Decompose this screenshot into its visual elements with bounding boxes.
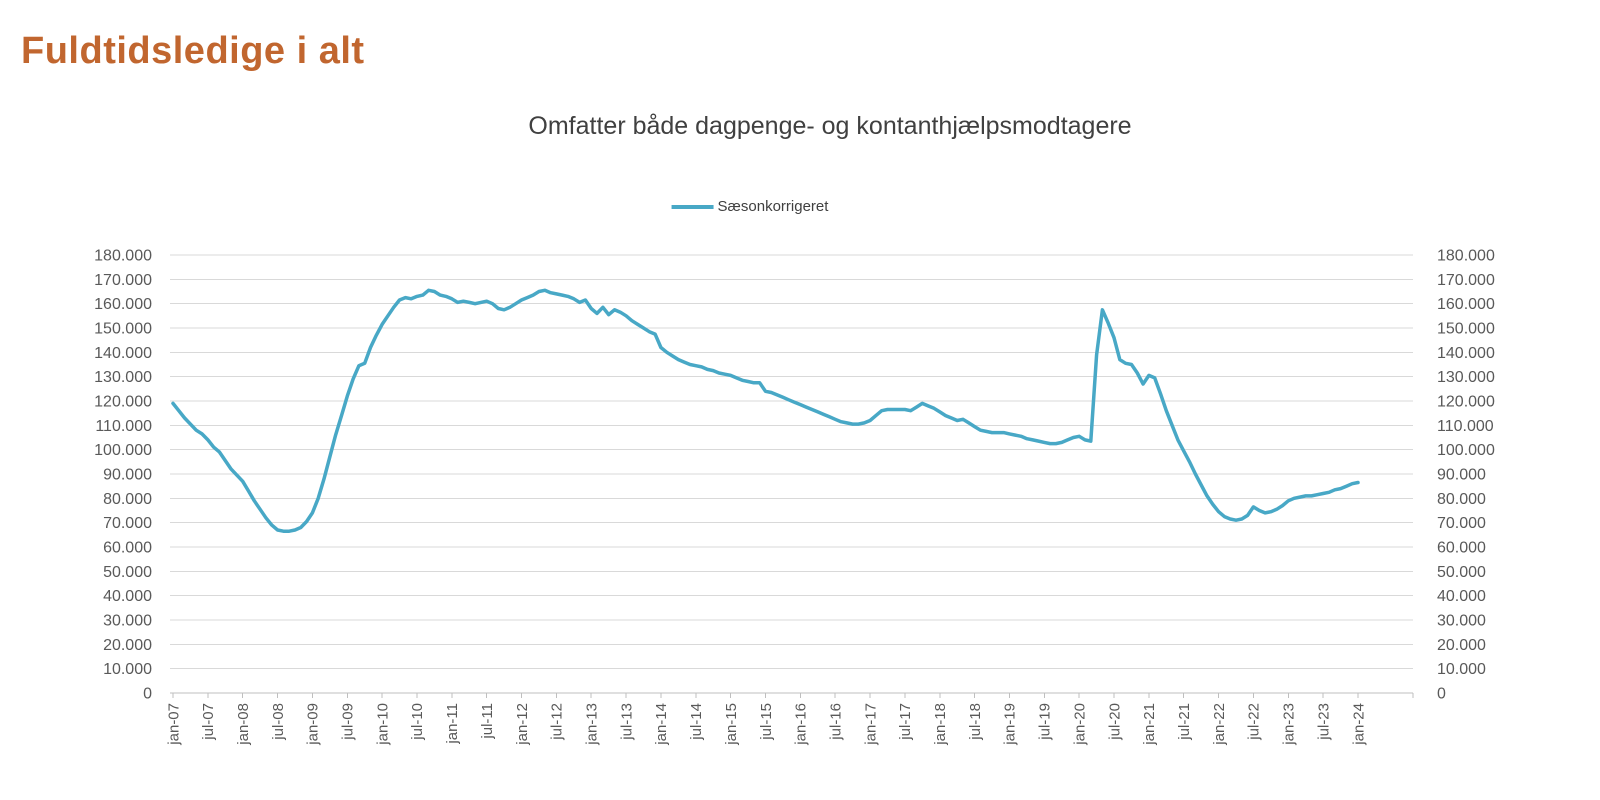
y-axis-label-right: 150.000 [1437, 321, 1495, 338]
y-axis-label-left: 150.000 [94, 321, 152, 338]
legend-line-marker [671, 204, 714, 209]
series-line-saesonkorrigeret [171, 288, 1360, 533]
y-axis-label-right: 20.000 [1437, 637, 1486, 654]
y-axis-label-right: 0 [1437, 686, 1446, 703]
x-axis-label: jan-11 [444, 703, 461, 745]
y-axis-label-left: 120.000 [94, 394, 152, 411]
y-axis-label-left: 0 [143, 686, 152, 703]
y-axis-label-right: 130.000 [1437, 369, 1495, 386]
x-axis-label: jul-21 [1176, 703, 1193, 741]
y-axis-label-left: 130.000 [94, 369, 152, 386]
x-axis-label: jul-15 [758, 703, 775, 741]
x-axis-label: jan-16 [793, 703, 810, 746]
x-axis-label: jul-13 [618, 703, 635, 741]
x-axis-label: jul-20 [1106, 703, 1123, 741]
x-axis-label: jul-10 [409, 703, 426, 741]
y-axis-label-left: 110.000 [95, 418, 152, 435]
y-axis-label-right: 30.000 [1437, 613, 1486, 630]
y-axis-label-left: 60.000 [103, 540, 152, 557]
y-axis-label-right: 100.000 [1437, 442, 1495, 459]
y-axis-label-right: 120.000 [1437, 394, 1495, 411]
y-axis-label-left: 20.000 [103, 637, 152, 654]
y-axis-label-left: 170.000 [94, 272, 152, 289]
x-axis-label: jul-12 [549, 703, 566, 741]
x-axis-label: jan-08 [235, 703, 252, 746]
x-axis-label: jan-18 [932, 703, 949, 746]
y-axis-label-left: 10.000 [103, 661, 152, 678]
y-axis-label-left: 100.000 [94, 442, 152, 459]
x-axis-label: jan-12 [514, 703, 531, 746]
x-axis-label: jan-10 [374, 703, 391, 746]
y-axis-label-right: 170.000 [1437, 272, 1495, 289]
x-axis-label: jul-23 [1315, 703, 1332, 741]
x-axis-label: jul-08 [270, 703, 287, 741]
y-axis-label-right: 110.000 [1437, 418, 1494, 435]
y-axis-label-left: 90.000 [103, 467, 152, 484]
x-axis-label: jan-23 [1281, 703, 1298, 746]
y-axis-label-left: 30.000 [103, 613, 152, 630]
x-axis-label: jul-11 [479, 703, 496, 740]
x-axis-label: jan-21 [1141, 703, 1158, 746]
legend-series-label: Sæsonkorrigeret [717, 198, 829, 215]
x-axis-label: jul-14 [688, 703, 705, 741]
x-axis-label: jul-17 [897, 703, 914, 741]
y-axis-label-right: 160.000 [1437, 296, 1495, 313]
y-axis-label-left: 50.000 [103, 564, 152, 581]
x-axis-label: jul-19 [1037, 703, 1054, 741]
x-axis-label: jan-19 [1002, 703, 1019, 746]
x-axis-label: jul-09 [340, 703, 357, 741]
page-title: Fuldtidsledige i alt [21, 30, 365, 72]
x-axis-label: jul-07 [200, 703, 217, 741]
y-axis-label-right: 10.000 [1437, 661, 1486, 678]
x-axis-label: jan-09 [305, 703, 322, 746]
chart-title: Omfatter både dagpenge- og kontanthjælps… [528, 112, 1132, 140]
x-axis-label: jan-14 [653, 703, 670, 746]
x-axis-label: jul-16 [827, 703, 844, 741]
y-axis-label-left: 180.000 [94, 248, 152, 265]
y-axis-label-right: 40.000 [1437, 588, 1486, 605]
y-axis-label-right: 50.000 [1437, 564, 1486, 581]
y-axis-label-right: 180.000 [1437, 248, 1495, 265]
y-axis-label-left: 40.000 [103, 588, 152, 605]
y-axis-label-left: 160.000 [94, 296, 152, 313]
x-axis-label: jan-13 [583, 703, 600, 746]
x-axis-label: jan-07 [165, 703, 182, 746]
x-axis-label: jan-24 [1350, 703, 1367, 746]
x-axis-label: jan-22 [1211, 703, 1228, 746]
x-axis-label: jul-22 [1246, 703, 1263, 741]
y-axis-label-left: 140.000 [94, 345, 152, 362]
x-axis-label: jan-17 [862, 703, 879, 746]
x-axis-label: jan-15 [723, 703, 740, 746]
x-axis-label: jul-18 [967, 703, 984, 741]
y-axis-label-right: 90.000 [1437, 467, 1486, 484]
y-axis-label-right: 70.000 [1437, 515, 1486, 532]
y-axis-label-left: 80.000 [103, 491, 152, 508]
y-axis-label-right: 140.000 [1437, 345, 1495, 362]
x-axis-label: jan-20 [1071, 703, 1088, 746]
legend: Sæsonkorrigeret [671, 198, 829, 215]
y-axis-label-right: 80.000 [1437, 491, 1486, 508]
y-axis-label-left: 70.000 [103, 515, 152, 532]
y-axis-label-right: 60.000 [1437, 540, 1486, 557]
